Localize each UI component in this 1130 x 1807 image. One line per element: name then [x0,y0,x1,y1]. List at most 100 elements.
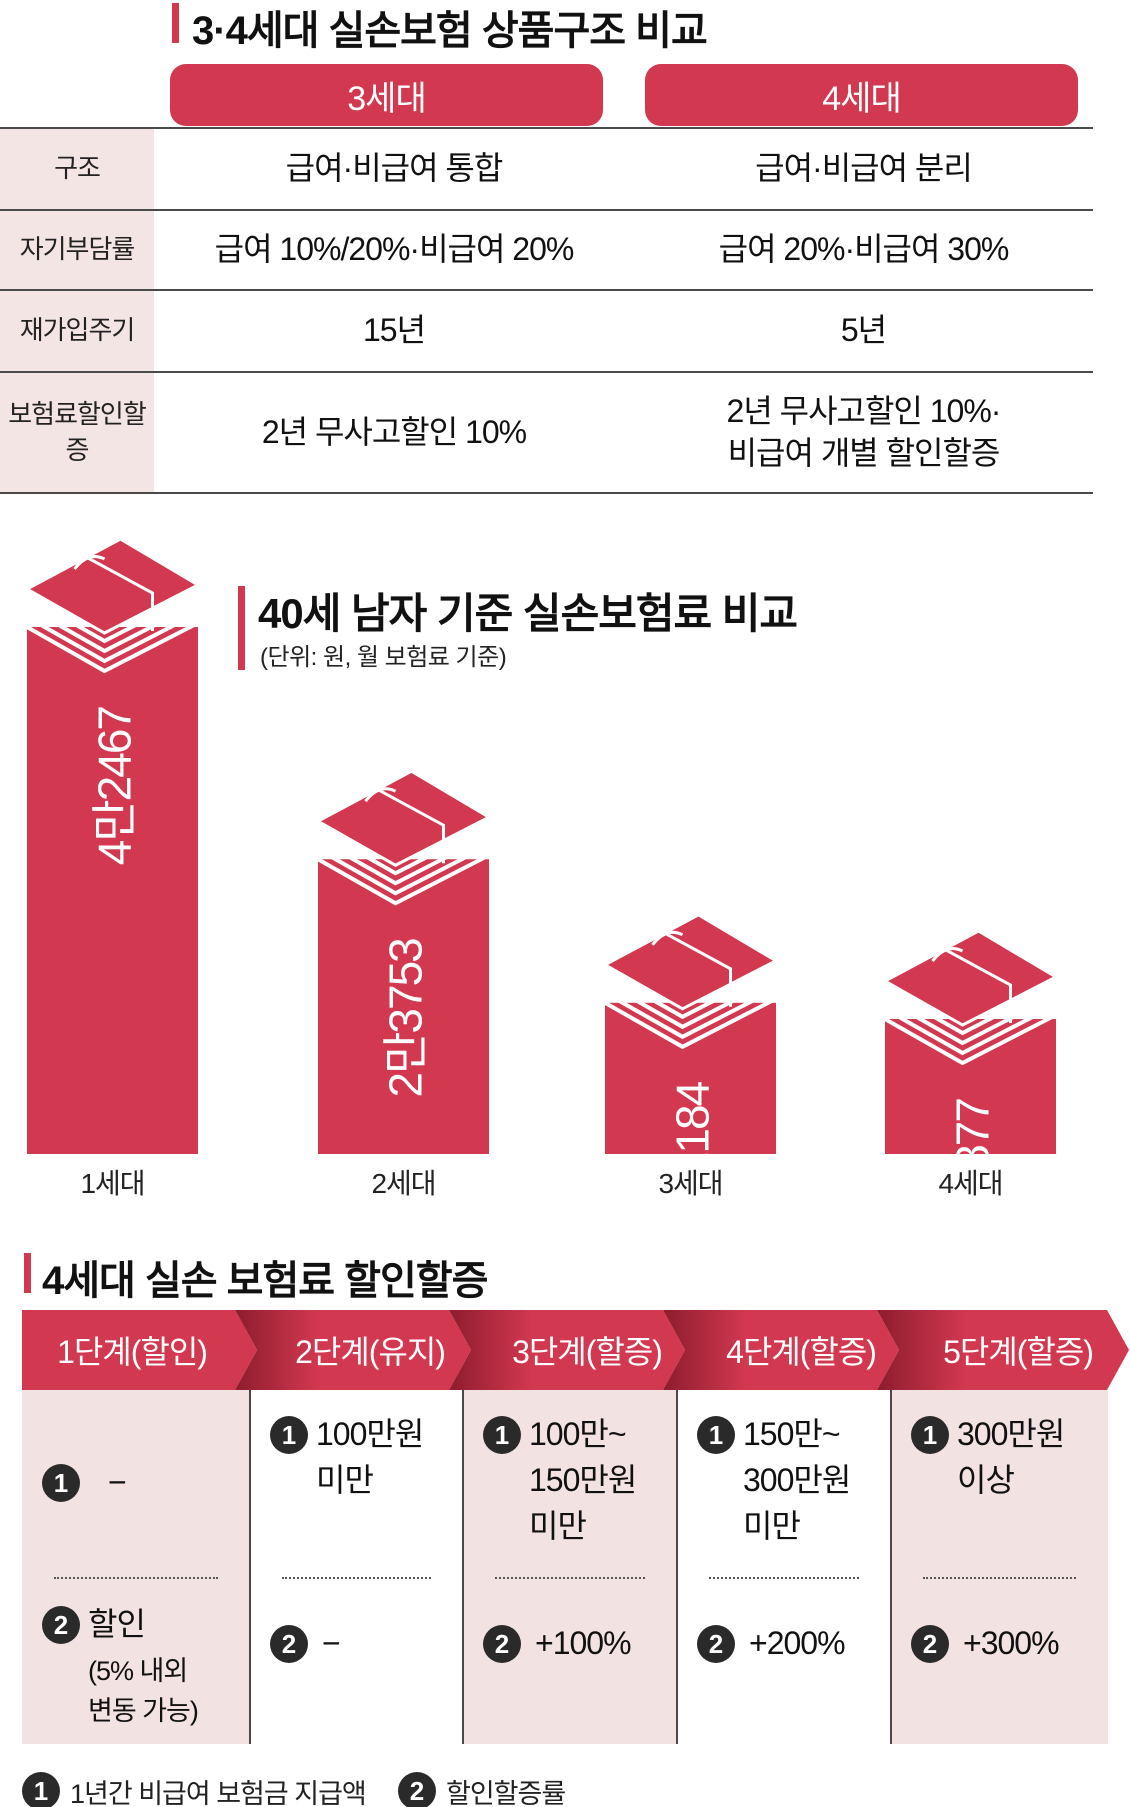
row-header-line: 자기부담률 [19,234,136,265]
legend-text-2: 할인할증률 [446,1779,566,1807]
chart-subtitle: (단위: 원, 월 보험료 기준) [260,644,507,671]
row-header-line: 재가입주기 [19,315,136,346]
item2-text: − [322,1620,341,1666]
dotted-separator [495,1577,645,1579]
gen3-cell: 급여 10%/20%·비급여 20% [154,211,634,289]
category-label: 2세대 [371,1168,435,1199]
chart-accent-bar [238,586,245,670]
step1-chevron [22,1310,257,1390]
item2-text: +300% [963,1620,1060,1666]
gen4-cell-line: 비급여 개별 할인할증 [727,434,1001,471]
gen4-cell: 급여·비급여 분리 [634,129,1093,209]
money-stack-icon [881,929,1060,1066]
item1-line: 미만 [529,1508,587,1544]
item1-line: 미만 [316,1462,374,1498]
item1-line: 100만~ [529,1416,627,1452]
gen4-cell: 2년 무사고할인 10%· 비급여 개별 할인할증 [634,373,1093,492]
item1-line: 미만 [743,1508,801,1544]
step-label: 1단계(할인) [57,1334,208,1370]
bar [885,1019,1056,1154]
table-row: 보험료할인할증 2년 무사고할인 10% 2년 무사고할인 10%· 비급여 개별 할… [0,371,1093,494]
number-2-icon: 2 [42,1606,80,1644]
item1-text: − [108,1459,127,1505]
row-header-line: 구조 [54,153,101,184]
row-header-line: 할인할증 [65,399,147,465]
gen3-cell: 15년 [154,291,634,371]
item2-line: +200% [749,1625,846,1661]
number-1-icon: 1 [911,1416,949,1454]
item1-line: 150만원 [529,1462,637,1498]
row-header-line: 보험료 [8,399,78,430]
gen3-cell: 2년 무사고할인 10% [154,373,634,492]
gen3-cell-line: 15년 [362,312,426,349]
gen3-header: 3세대 [170,64,603,126]
gen3-cell-line: 급여 10%/20%·비급여 20% [214,231,575,268]
column-divider [249,1390,251,1744]
column-divider [676,1390,678,1744]
item2-line: +300% [963,1625,1060,1661]
number-2-icon: 2 [911,1625,949,1663]
dotted-separator [709,1577,859,1579]
item2-line: 할인 [88,1606,146,1642]
item1-line: 150만~ [743,1416,841,1452]
gen4-cell: 급여 20%·비급여 30% [634,211,1093,289]
item2-line: − [322,1625,341,1661]
gen4-cell-line: 급여 20%·비급여 30% [718,231,1010,268]
bar-value-label: 1만2184 [667,1081,719,1210]
bar [318,859,489,1154]
gen4-cell: 5년 [634,291,1093,371]
dotted-separator [54,1577,218,1579]
step4-chevron [663,1310,899,1390]
item2-note-line: (5% 내외 [88,1656,188,1686]
bar [27,627,198,1154]
step-label: 3단계(할증) [512,1334,663,1370]
item1-line: 300만원 [957,1416,1065,1452]
item2-text: +200% [749,1620,846,1666]
category-label: 4세대 [938,1168,1002,1199]
step2-chevron [235,1310,471,1390]
row-header: 구조 [0,129,154,209]
column-divider [462,1390,464,1744]
table-row: 구조 급여·비급여 통합 급여·비급여 분리 [0,127,1093,209]
number-1-icon: 1 [42,1464,80,1502]
gen3-cell-line: 급여·비급여 통합 [285,150,504,187]
item2-note-line: 변동 가능) [88,1696,199,1726]
legend-number-1-icon: 1 [22,1772,60,1807]
step3-chevron [449,1310,685,1390]
category-label: 3세대 [658,1168,722,1199]
bar-value-label: 2만3753 [380,939,432,1098]
legend-number-2-icon: 2 [398,1772,436,1807]
dotted-separator [923,1577,1076,1579]
item2-text: +100% [535,1620,632,1666]
bar-value-label: 4만2467 [89,707,141,866]
section1-title: 3·4세대 실손보험 상품구조 비교 [192,9,708,53]
row-header: 자기부담률 [0,211,154,289]
number-2-icon: 2 [697,1625,735,1663]
section1-accent-bar [172,3,179,43]
gen4-cell-line: 2년 무사고할인 10%· [726,392,1002,429]
column-divider [890,1390,892,1744]
item1-text: 150만~ 300만원 미만 [743,1411,851,1549]
item1-line: 이상 [957,1462,1015,1498]
money-stack-icon [314,769,493,906]
dotted-separator [282,1577,431,1579]
row-header: 재가입주기 [0,291,154,371]
category-label: 1세대 [80,1168,144,1199]
step5-chevron [877,1310,1129,1390]
item1-line: 100만원 [316,1416,424,1452]
step-column [22,1390,250,1744]
step-chevron-bar [22,1310,1129,1390]
gen4-cell-line: 급여·비급여 분리 [755,150,973,187]
item1-line: − [108,1464,127,1500]
step-label: 4단계(할증) [726,1334,877,1370]
number-1-icon: 1 [483,1416,521,1454]
table-row: 재가입주기 15년 5년 [0,289,1093,371]
number-1-icon: 1 [270,1416,308,1454]
table-row: 자기부담률 급여 10%/20%·비급여 20% 급여 20%·비급여 30% [0,209,1093,289]
gen4-header: 4세대 [645,64,1078,126]
